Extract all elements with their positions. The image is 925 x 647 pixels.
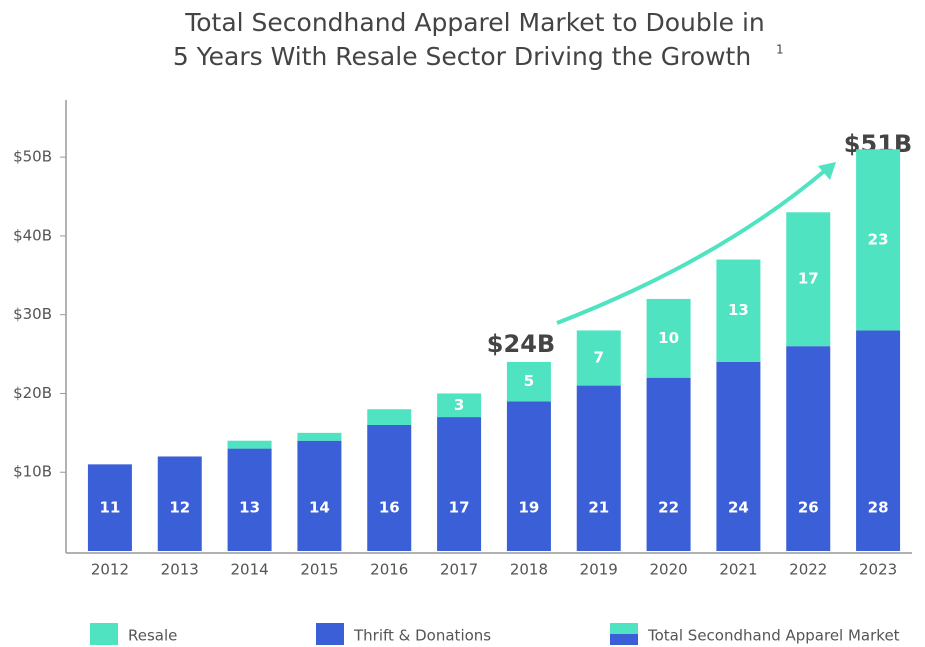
y-tick-label: $10B [13,463,52,481]
growth-arrow [556,166,830,325]
data-label: 13 [728,301,749,319]
data-label: 23 [868,230,889,248]
bar-segment [437,417,482,551]
legend-swatch [610,634,638,645]
data-label: 13 [239,499,260,517]
data-label: 21 [588,499,609,517]
data-label: 24 [728,499,749,517]
legend-swatch [90,623,118,645]
data-label: 22 [658,499,679,517]
bar-segment [297,440,342,551]
data-label: 7 [594,349,604,367]
bar-segment [506,401,551,551]
data-label: 5 [524,372,534,390]
bar-segment [576,330,621,386]
arrow-head [818,162,836,180]
x-tick-label: 2012 [91,561,129,579]
bar-segment [856,149,901,331]
bar-segment [437,393,482,418]
bar-segment [367,409,412,425]
bar-segment [87,464,132,551]
y-tick-label: $30B [13,305,52,323]
x-tick-label: 2023 [859,561,897,579]
footnote: 1 [776,43,784,57]
legend-swatch [316,623,344,645]
bar-segment [227,448,272,551]
x-tick-label: 2022 [789,561,827,579]
bar-segment [646,377,691,551]
x-tick-label: 2019 [580,561,618,579]
bar-segment [716,361,761,551]
x-tick-label: 2015 [300,561,338,579]
data-label: 16 [379,499,400,517]
data-label: 26 [798,499,819,517]
x-tick-label: 2014 [230,561,268,579]
bar-segment [576,385,621,551]
x-tick-label: 2021 [719,561,757,579]
y-tick-label: $50B [13,148,52,166]
bar-segment [716,259,761,362]
legend-label: Total Secondhand Apparel Market [647,627,900,645]
bar-segment [786,346,831,551]
x-tick-label: 2016 [370,561,408,579]
data-label: 17 [798,270,819,288]
x-tick-label: 2013 [161,561,199,579]
bar-segment [506,361,551,402]
chart-title: Total Secondhand Apparel Market to Doubl… [184,8,765,37]
bar-segment [297,432,342,441]
legend-label: Thrift & Donations [353,627,491,645]
bar-segment [227,440,272,449]
x-tick-label: 2017 [440,561,478,579]
bar-segment [856,330,901,551]
legend-label: Resale [128,627,177,645]
data-label: 14 [309,499,330,517]
annotation: $24B [487,330,555,358]
x-tick-label: 2018 [510,561,548,579]
chart-title: 5 Years With Resale Sector Driving the G… [173,42,751,71]
bar-segment [786,212,831,347]
data-label: 19 [518,499,539,517]
data-label: 10 [658,329,679,347]
x-tick-label: 2020 [649,561,687,579]
y-tick-label: $40B [13,226,52,244]
bar-segment [367,424,412,551]
data-label: 17 [449,499,470,517]
data-label: 11 [99,499,120,517]
bar-segment [646,298,691,378]
legend-swatch [610,623,638,634]
bar-segment [157,456,202,551]
y-tick-label: $20B [13,384,52,402]
data-label: 3 [454,396,464,414]
data-label: 12 [169,499,190,517]
data-label: 28 [868,499,889,517]
